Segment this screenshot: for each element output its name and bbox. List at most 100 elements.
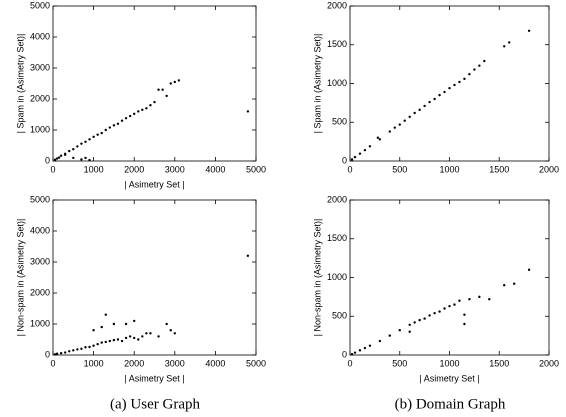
point	[448, 304, 451, 308]
point	[133, 112, 136, 116]
point	[453, 303, 456, 306]
point	[353, 351, 357, 354]
point	[72, 349, 75, 352]
point	[157, 335, 160, 338]
y-tick-label: 4000	[30, 31, 50, 41]
y-axis-label: | Spam in (Asimetry Set)|	[15, 34, 25, 134]
point	[124, 336, 128, 340]
point	[423, 317, 426, 320]
point	[428, 314, 431, 317]
point	[368, 145, 372, 148]
y-tick-label: 0	[342, 155, 347, 165]
x-tick-label: 500	[392, 358, 407, 368]
point	[53, 158, 57, 161]
point	[124, 322, 128, 326]
point	[246, 110, 250, 113]
point	[128, 335, 132, 338]
point	[438, 310, 441, 313]
point	[57, 156, 61, 159]
x-tick-label: 1500	[489, 358, 509, 368]
point	[55, 157, 59, 160]
x-tick-label: 2000	[124, 358, 144, 368]
point	[149, 332, 152, 335]
y-tick-label: 5000	[30, 194, 50, 204]
point	[353, 155, 357, 159]
point	[100, 341, 103, 344]
point	[153, 100, 156, 104]
point	[350, 353, 354, 356]
point	[96, 342, 99, 346]
y-tick-label: 5000	[30, 0, 50, 10]
point	[92, 135, 95, 139]
point	[173, 332, 176, 335]
x-tick-label: 2000	[539, 358, 559, 368]
point	[112, 124, 116, 127]
y-tick-label: 1000	[327, 272, 347, 282]
point	[80, 142, 83, 145]
x-tick-label: 4000	[205, 164, 225, 174]
point	[104, 340, 107, 344]
x-tick-label: 0	[50, 164, 55, 174]
point	[463, 313, 466, 316]
y-tick-label: 0	[45, 349, 50, 359]
point	[165, 322, 168, 326]
y-tick-label: 1500	[327, 233, 347, 243]
point	[133, 336, 136, 340]
point	[92, 344, 95, 347]
point	[527, 268, 531, 271]
point	[63, 351, 67, 354]
x-tick-label: 0	[347, 358, 352, 368]
point	[363, 148, 367, 152]
x-tick-label: 0	[347, 164, 352, 174]
point	[149, 104, 152, 107]
point	[80, 158, 83, 161]
y-tick-label: 1000	[327, 78, 347, 88]
y-tick-label: 2000	[30, 287, 50, 297]
point	[453, 83, 456, 87]
y-tick-label: 3000	[30, 256, 50, 266]
point	[463, 322, 466, 326]
y-tick-label: 1500	[327, 39, 347, 49]
point	[458, 80, 461, 84]
point	[72, 156, 75, 160]
x-tick-label: 500	[392, 164, 407, 174]
x-tick-label: 1000	[84, 358, 104, 368]
point	[368, 344, 372, 347]
point	[463, 77, 466, 81]
x-tick-label: 1000	[84, 164, 104, 174]
point	[59, 154, 63, 157]
point	[177, 79, 181, 82]
x-tick-label: 2000	[539, 164, 559, 174]
x-tick-label: 1000	[439, 358, 459, 368]
point	[59, 351, 63, 355]
point	[423, 104, 426, 108]
point	[413, 321, 416, 324]
caption: (b) Domain Graph	[395, 396, 506, 412]
point	[76, 348, 79, 351]
point	[137, 110, 140, 113]
point	[84, 140, 87, 143]
x-tick-label: 2000	[124, 164, 144, 174]
x-axis-label: | Asimetry Set |	[124, 179, 184, 189]
point	[403, 119, 406, 122]
point	[408, 115, 411, 119]
point	[84, 346, 87, 349]
point	[413, 111, 416, 115]
point	[116, 338, 120, 341]
point	[88, 158, 91, 162]
point	[128, 114, 132, 118]
point	[398, 123, 401, 126]
point	[108, 339, 112, 343]
point	[100, 325, 103, 329]
point	[433, 97, 436, 101]
point	[141, 108, 144, 112]
plot-frame	[349, 5, 550, 162]
point	[96, 133, 99, 136]
point	[398, 329, 401, 332]
point	[418, 108, 421, 112]
point	[388, 130, 391, 133]
point	[141, 335, 144, 338]
point	[100, 131, 103, 135]
point	[92, 329, 95, 332]
